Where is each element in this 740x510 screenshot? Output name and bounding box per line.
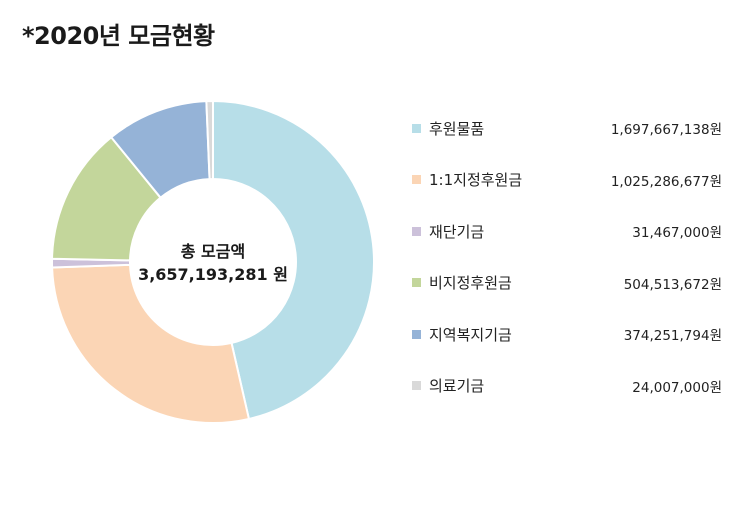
legend-item: 후원물품 1,697,667,138원	[412, 116, 722, 140]
legend-item: 의료기금 24,007,000원	[412, 374, 722, 398]
center-value: 3,657,193,281 원	[138, 265, 288, 284]
legend-swatch	[412, 123, 421, 133]
legend-label: 지역복지기금	[429, 325, 512, 344]
donut-slice-5	[205, 99, 214, 181]
legend-swatch	[412, 226, 421, 236]
legend-label: 재단기금	[429, 222, 485, 241]
legend-swatch	[412, 175, 421, 184]
page-title: *2020년 모금현황	[22, 22, 215, 50]
donut-slice-1	[51, 263, 251, 424]
legend-value: 31,467,000원	[632, 225, 722, 241]
legend-value: 1,025,286,677원	[610, 173, 722, 190]
donut-slices	[51, 99, 375, 424]
legend-swatch	[412, 329, 421, 339]
legend-label: 비지정후원금	[429, 274, 512, 292]
donut-slice-0	[212, 99, 375, 421]
legend-value: 24,007,000원	[632, 379, 722, 396]
legend-item: 1:1지정후원금 1,025,286,677원	[412, 168, 722, 192]
legend-item: 재단기금 31,467,000원	[412, 219, 722, 243]
legend-item: 비지정후원금 504,513,672원	[412, 271, 722, 295]
legend-swatch	[412, 278, 421, 287]
legend-value: 504,513,672원	[623, 276, 722, 293]
legend-label: 후원물품	[429, 119, 485, 138]
legend-label: 의료기금	[429, 377, 485, 395]
center-label: 총 모금액	[181, 242, 245, 261]
legend-swatch	[412, 381, 421, 390]
legend-value: 374,251,794원	[623, 328, 722, 344]
legend-label: 1:1지정후원금	[429, 171, 523, 189]
legend-item: 지역복지기금 374,251,794원	[412, 322, 722, 346]
legend-value: 1,697,667,138원	[610, 122, 722, 138]
